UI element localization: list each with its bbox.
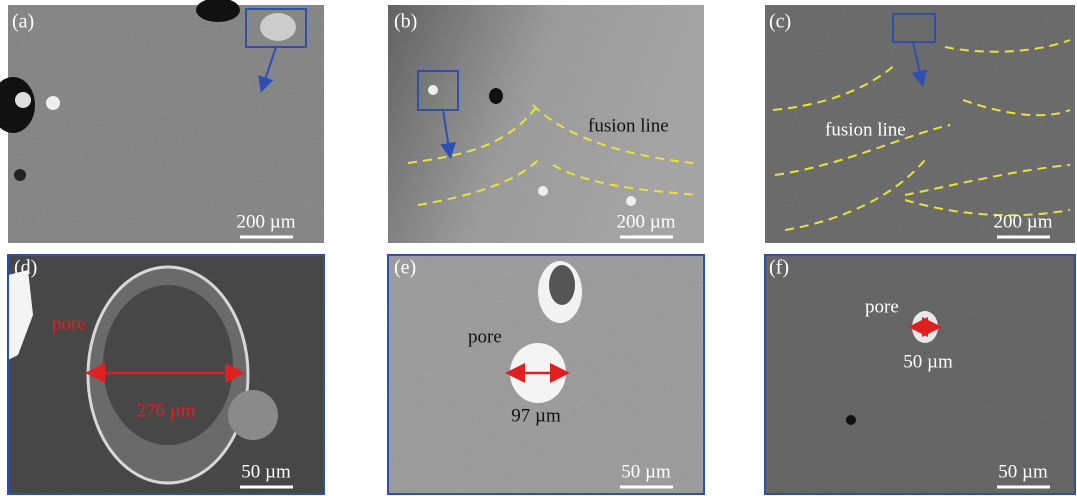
measurement: 97 µm	[511, 405, 561, 426]
panel-c: fusion line (c) 200 µm	[765, 5, 1075, 243]
measurement: 276 µm	[137, 400, 196, 421]
panel-label: (d)	[14, 257, 37, 279]
panel-e: pore 97 µm (e) 50 µm	[388, 255, 704, 494]
annotation: pore	[865, 296, 899, 317]
micrograph	[765, 255, 1075, 494]
micrograph	[765, 5, 1075, 243]
annotation: pore	[468, 326, 502, 347]
panel-label: (b)	[394, 11, 417, 33]
panel-d: pore 276 µm (d) 50 µm	[8, 255, 324, 494]
annotation: pore	[52, 313, 86, 334]
panel-b: fusion line (b) 200 µm	[388, 5, 704, 243]
panel-label: (f)	[769, 257, 789, 279]
scale-bar-label: 200 µm	[237, 211, 296, 232]
annotation: fusion line	[825, 119, 906, 140]
figure: (a) 200 µm fusion line (b) 200 µm fusion…	[0, 0, 1077, 496]
scale-bar-label: 50 µm	[998, 461, 1048, 482]
annotation: fusion line	[588, 115, 669, 136]
scale-bar-label: 50 µm	[241, 461, 291, 482]
panel-a: (a) 200 µm	[0, 0, 324, 243]
panel-f: pore 50 µm (f) 50 µm	[765, 255, 1075, 494]
panel-label: (a)	[12, 11, 34, 33]
scale-bar-label: 50 µm	[621, 461, 671, 482]
measurement: 50 µm	[903, 351, 953, 372]
scale-bar-label: 200 µm	[994, 211, 1053, 232]
panel-label: (c)	[769, 11, 791, 33]
panel-label: (e)	[394, 257, 416, 279]
scale-bar-label: 200 µm	[617, 211, 676, 232]
